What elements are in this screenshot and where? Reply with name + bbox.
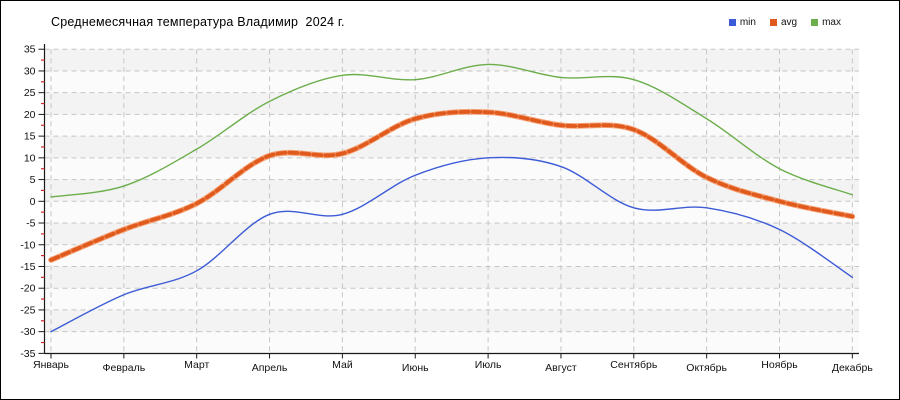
legend-label-avg: avg bbox=[780, 17, 798, 28]
x-tick-label: Июль bbox=[475, 359, 502, 371]
x-tick-label: Декабрь bbox=[832, 362, 873, 374]
x-tick-label: Январь bbox=[33, 359, 70, 371]
legend-item-avg: avg bbox=[769, 17, 798, 28]
series-line-min bbox=[50, 156, 854, 333]
y-tick-label: 10 bbox=[24, 152, 36, 164]
plot-band bbox=[44, 288, 859, 310]
plot-band bbox=[44, 266, 859, 289]
chart-title: Среднемесячная температура Владимир 2024… bbox=[51, 15, 345, 29]
plot-band bbox=[44, 92, 859, 115]
legend: min avg max bbox=[728, 17, 841, 28]
legend-item-min: min bbox=[728, 17, 756, 28]
y-tick-label: -10 bbox=[20, 239, 35, 251]
y-tick-label: -30 bbox=[20, 326, 35, 338]
x-tick-label: Август bbox=[545, 362, 577, 374]
y-tick-label: -15 bbox=[20, 261, 35, 273]
legend-label-max: max bbox=[822, 17, 841, 28]
y-tick-label: 0 bbox=[30, 196, 36, 208]
y-tick-label: -35 bbox=[20, 348, 35, 360]
x-tick-label: Апрель bbox=[252, 362, 288, 374]
x-tick-label: Сентябрь bbox=[610, 359, 658, 371]
plot-band bbox=[44, 223, 859, 245]
y-tick-label: -25 bbox=[20, 304, 35, 316]
plot-band bbox=[44, 179, 859, 202]
plot-band bbox=[44, 157, 859, 180]
x-tick-label: Март bbox=[184, 359, 209, 371]
plot-band bbox=[44, 309, 859, 332]
y-tick-label: 35 bbox=[24, 44, 36, 56]
y-tick-label: -20 bbox=[20, 283, 35, 295]
y-tick-label: 20 bbox=[24, 109, 36, 121]
y-tick-label: 30 bbox=[24, 65, 36, 77]
legend-swatch-min-icon bbox=[728, 19, 736, 26]
plot-band bbox=[44, 70, 859, 93]
y-tick-label: 15 bbox=[24, 131, 36, 143]
x-tick-label: Октябрь bbox=[686, 362, 727, 374]
legend-swatch-max-icon bbox=[811, 19, 819, 26]
plot-band bbox=[44, 114, 859, 137]
plot-band bbox=[44, 331, 859, 354]
series-line-avg bbox=[49, 109, 855, 262]
plot-band bbox=[44, 201, 859, 224]
x-tick-label: Май bbox=[332, 359, 353, 371]
y-tick-label: 25 bbox=[24, 87, 36, 99]
x-tick-label: Июнь bbox=[402, 362, 429, 374]
plot-band bbox=[44, 49, 859, 71]
y-tick-label: -5 bbox=[26, 218, 35, 230]
plot-band bbox=[44, 244, 859, 267]
legend-swatch-avg-icon bbox=[769, 19, 777, 26]
x-tick-label: Ноябрь bbox=[761, 359, 798, 371]
y-tick-label: 5 bbox=[30, 174, 36, 186]
legend-label-min: min bbox=[739, 17, 756, 28]
series-line-max bbox=[50, 63, 854, 198]
x-tick-label: Февраль bbox=[103, 362, 146, 374]
legend-item-max: max bbox=[811, 17, 841, 28]
